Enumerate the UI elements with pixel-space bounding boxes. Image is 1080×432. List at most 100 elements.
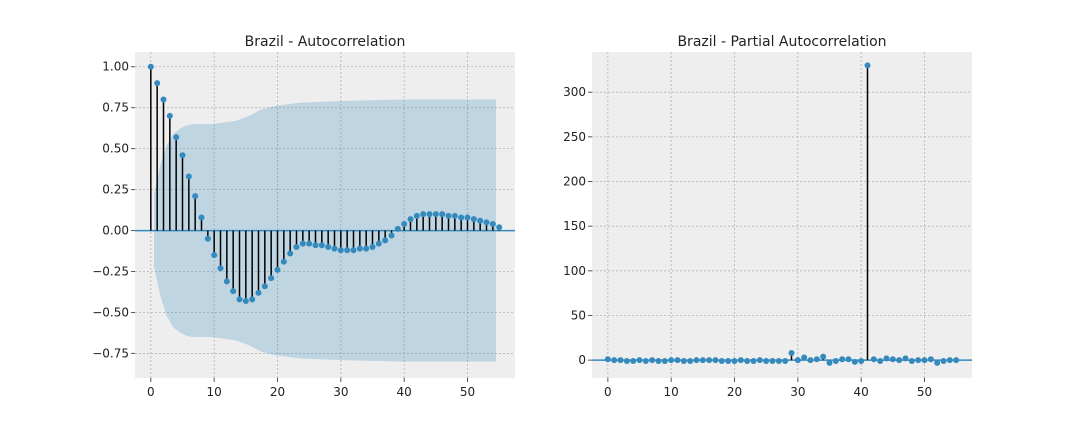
chart-1-marker-39 bbox=[851, 358, 858, 365]
chart-0-x-tick-label-5: 50 bbox=[460, 385, 475, 399]
chart-1-marker-16 bbox=[706, 357, 713, 364]
chart-1-marker-50 bbox=[921, 357, 928, 364]
chart-0-marker-20 bbox=[274, 266, 281, 273]
chart-1-marker-19 bbox=[725, 358, 732, 365]
chart-0-marker-27 bbox=[318, 242, 325, 249]
chart-0-marker-55 bbox=[496, 224, 503, 231]
chart-0-y-tick-label-4: 0.00 bbox=[102, 224, 129, 238]
chart-0-y-tick-label-2: 0.50 bbox=[102, 142, 129, 156]
chart-1-x-tick-label-1: 10 bbox=[664, 385, 679, 399]
chart-0-x-tick-label-2: 20 bbox=[270, 385, 285, 399]
chart-1-marker-21 bbox=[737, 357, 744, 364]
chart-0-marker-48 bbox=[451, 212, 458, 219]
chart-1-marker-2 bbox=[617, 357, 624, 364]
chart-0-y-tick-label-6: −0.50 bbox=[92, 305, 129, 319]
chart-1-plot-area bbox=[592, 52, 972, 378]
chart-1-marker-14 bbox=[693, 357, 700, 364]
chart-1-marker-10 bbox=[668, 357, 675, 364]
chart-1-marker-22 bbox=[744, 358, 751, 365]
chart-0-marker-38 bbox=[388, 232, 395, 239]
chart-1-marker-55 bbox=[953, 357, 960, 364]
chart-1-marker-18 bbox=[718, 358, 725, 365]
chart-1-marker-8 bbox=[655, 358, 662, 365]
chart-0-marker-51 bbox=[470, 216, 477, 223]
chart-0-marker-7 bbox=[192, 193, 199, 200]
chart-1-marker-15 bbox=[699, 357, 706, 364]
chart-0-marker-25 bbox=[306, 240, 313, 247]
chart-1-y-tick-label-5: 250 bbox=[563, 130, 586, 144]
chart-1-marker-34 bbox=[820, 353, 827, 360]
chart-0-y-tick-label-7: −0.75 bbox=[92, 346, 129, 360]
chart-0-marker-43 bbox=[420, 211, 427, 218]
chart-0-marker-45 bbox=[432, 211, 439, 218]
chart-1-marker-52 bbox=[934, 359, 941, 366]
chart-0-marker-30 bbox=[337, 247, 344, 254]
chart-0-marker-37 bbox=[382, 237, 389, 244]
chart-1-y-tick-label-4: 200 bbox=[563, 175, 586, 189]
chart-0-marker-47 bbox=[445, 212, 452, 219]
chart-0-x-tick-label-1: 10 bbox=[207, 385, 222, 399]
chart-0-marker-1 bbox=[154, 80, 161, 87]
chart-1-marker-26 bbox=[769, 358, 776, 365]
chart-0-plot-area bbox=[135, 52, 515, 378]
chart-0-marker-16 bbox=[249, 296, 256, 303]
chart-1-marker-31 bbox=[801, 354, 808, 361]
chart-1-marker-51 bbox=[927, 356, 934, 363]
chart-1-marker-0 bbox=[604, 356, 611, 363]
chart-0-marker-21 bbox=[280, 258, 287, 265]
chart-0-marker-18 bbox=[261, 283, 268, 290]
chart-1-marker-42 bbox=[870, 356, 877, 363]
chart-0-marker-40 bbox=[401, 221, 408, 228]
chart-1-marker-48 bbox=[908, 358, 915, 365]
chart-0-marker-9 bbox=[204, 235, 211, 242]
chart-1-marker-9 bbox=[661, 358, 668, 365]
chart-1-x-tick-label-0: 0 bbox=[604, 385, 612, 399]
autocorrelation-panel: 0 10 20 30 40 50 1.00 0.75 0.50 0.25 0.00 −0.25 −0.5… bbox=[92, 34, 515, 399]
chart-1-marker-36 bbox=[832, 358, 839, 365]
chart-1-marker-1 bbox=[611, 357, 618, 364]
chart-1-marker-45 bbox=[889, 356, 896, 363]
chart-1-marker-35 bbox=[826, 359, 833, 366]
chart-0-title: Brazil - Autocorrelation bbox=[245, 34, 406, 50]
chart-0-marker-31 bbox=[344, 247, 351, 254]
chart-0-marker-10 bbox=[211, 252, 218, 259]
chart-0-marker-29 bbox=[331, 245, 338, 252]
chart-0-marker-19 bbox=[268, 275, 275, 282]
chart-0-marker-39 bbox=[394, 225, 401, 232]
chart-0-marker-13 bbox=[230, 288, 237, 295]
chart-0-x-tick-label-0: 0 bbox=[147, 385, 155, 399]
chart-1-marker-11 bbox=[674, 357, 681, 364]
chart-0-marker-2 bbox=[160, 96, 167, 103]
chart-0-marker-5 bbox=[179, 152, 186, 159]
chart-1-marker-27 bbox=[775, 358, 782, 365]
chart-1-x-tick-label-3: 30 bbox=[790, 385, 805, 399]
chart-0-marker-49 bbox=[458, 214, 465, 221]
chart-1-marker-43 bbox=[877, 358, 884, 365]
chart-1-marker-17 bbox=[712, 357, 719, 364]
chart-0-y-tick-label-1: 0.75 bbox=[102, 101, 129, 115]
chart-1-y-tick-label-1: 50 bbox=[571, 308, 586, 322]
chart-0-marker-15 bbox=[242, 298, 249, 305]
chart-1-marker-44 bbox=[883, 355, 890, 362]
chart-0-marker-8 bbox=[198, 214, 205, 221]
chart-0-marker-11 bbox=[217, 265, 224, 272]
chart-1-marker-54 bbox=[946, 357, 953, 364]
chart-1-y-tick-label-3: 150 bbox=[563, 219, 586, 233]
chart-1-marker-41 bbox=[864, 62, 871, 69]
chart-0-y-tick-label-3: 0.25 bbox=[102, 183, 129, 197]
chart-0-y-tick-label-0: 1.00 bbox=[102, 60, 129, 74]
chart-0-x-tick-label-3: 30 bbox=[333, 385, 348, 399]
chart-0-marker-12 bbox=[223, 278, 230, 285]
chart-0-marker-36 bbox=[375, 240, 382, 247]
chart-1-marker-7 bbox=[649, 357, 656, 364]
chart-0-marker-28 bbox=[325, 243, 332, 250]
chart-1-y-tick-label-2: 100 bbox=[563, 264, 586, 278]
chart-1-title: Brazil - Partial Autocorrelation bbox=[677, 34, 886, 50]
chart-0-marker-54 bbox=[489, 221, 496, 228]
chart-1-y-tick-label-0: 0 bbox=[578, 353, 586, 367]
chart-1-x-tick-label-4: 40 bbox=[854, 385, 869, 399]
chart-0-marker-52 bbox=[477, 217, 484, 224]
chart-0-marker-0 bbox=[147, 63, 154, 70]
chart-0-marker-50 bbox=[464, 214, 471, 221]
chart-1-marker-46 bbox=[896, 357, 903, 364]
